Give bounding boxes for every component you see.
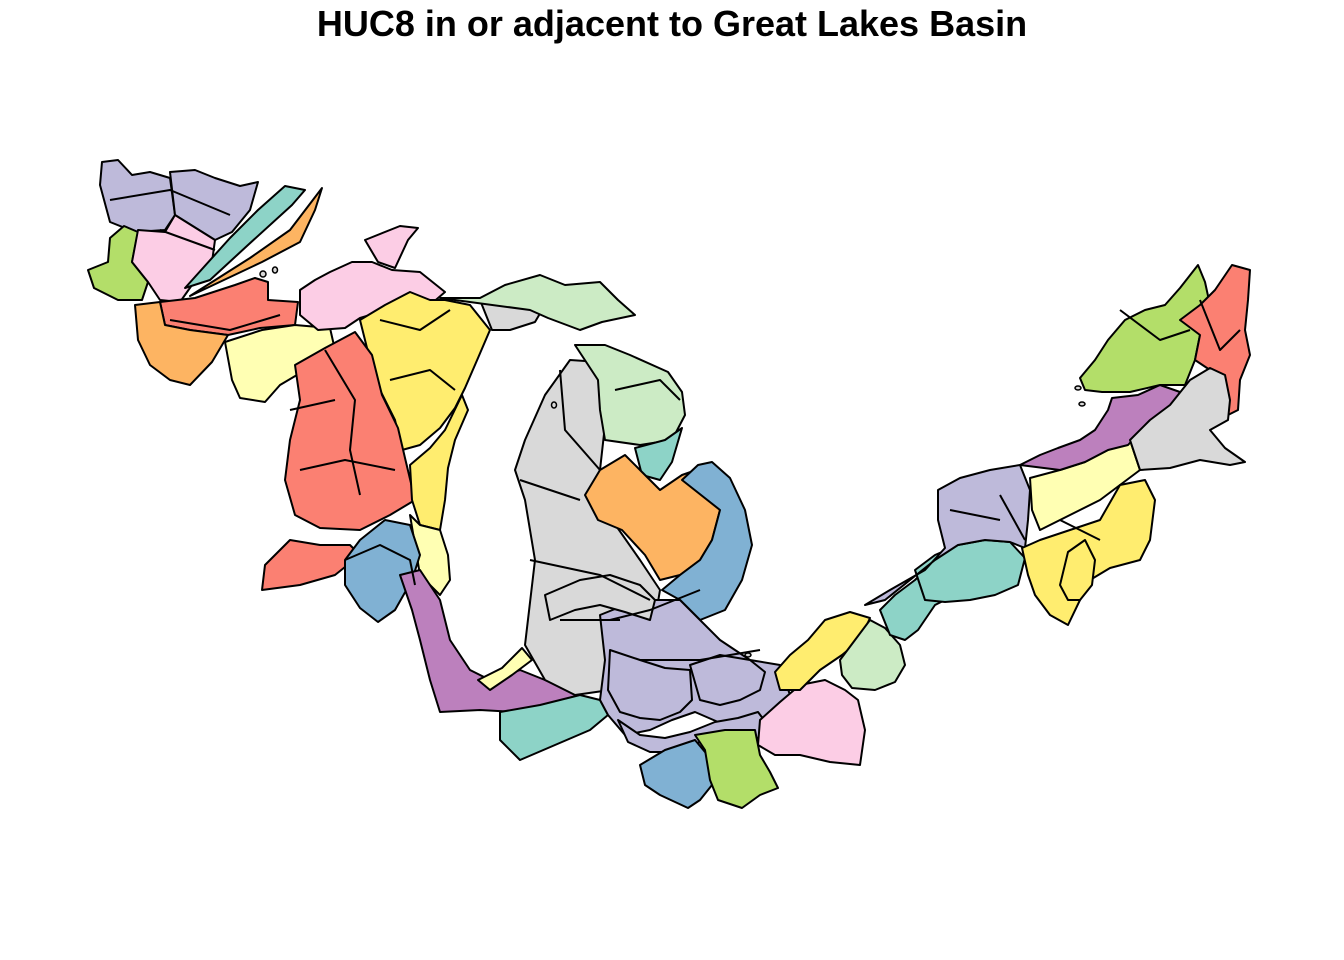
huc8-region: Southwest Ohio bbox=[607, 649, 693, 721]
map-title: HUC8 in or adjacent to Great Lakes Basin bbox=[316, 3, 1028, 44]
huc8-region: Southern Lake Michigan Shore bbox=[477, 647, 533, 691]
huc8-region: Allegheny Headwaters bbox=[1059, 539, 1096, 601]
islands bbox=[259, 266, 1086, 658]
huc8-region: Northern Indiana bbox=[499, 694, 609, 761]
huc8-region: Lake Superior Southwest bbox=[134, 301, 229, 386]
huc8-region: Lake Erie Lower Shore bbox=[689, 654, 766, 706]
huc8-internal-boundaries bbox=[109, 189, 1241, 661]
huc8-region: Grand-Cuyahoga bbox=[839, 619, 906, 691]
huc8-region: Thumb East bbox=[661, 461, 753, 621]
huc8-region: Scioto Headwaters bbox=[694, 729, 779, 809]
huc8-region: Keweenaw bbox=[364, 225, 419, 269]
huc8-region: Upper Wabash bbox=[639, 739, 713, 809]
huc8-region: Mohawk bbox=[1129, 367, 1246, 471]
huc8-regions: Lake Superior North ShoreLake Superior N… bbox=[87, 159, 1251, 809]
huc8-region: Upper Peninsula Northeast bbox=[439, 274, 636, 331]
huc8-region: Lake Superior Coastal Strip bbox=[184, 185, 306, 289]
huc8-region: Wisconsin River Basins bbox=[284, 331, 416, 531]
huc8-region: Door Peninsula bbox=[409, 394, 469, 531]
huc8-region: Northern Lower Michigan bbox=[574, 344, 686, 446]
huc8-region: Western New York bbox=[914, 539, 1026, 603]
huc8-region: Lake Superior Basin Strip bbox=[189, 187, 323, 297]
huc8-region: Upper Peninsula West bbox=[299, 261, 446, 331]
huc8-region: Southeast Wisconsin bbox=[344, 519, 421, 623]
huc8-region: Southern Michigan Interior bbox=[544, 574, 656, 621]
